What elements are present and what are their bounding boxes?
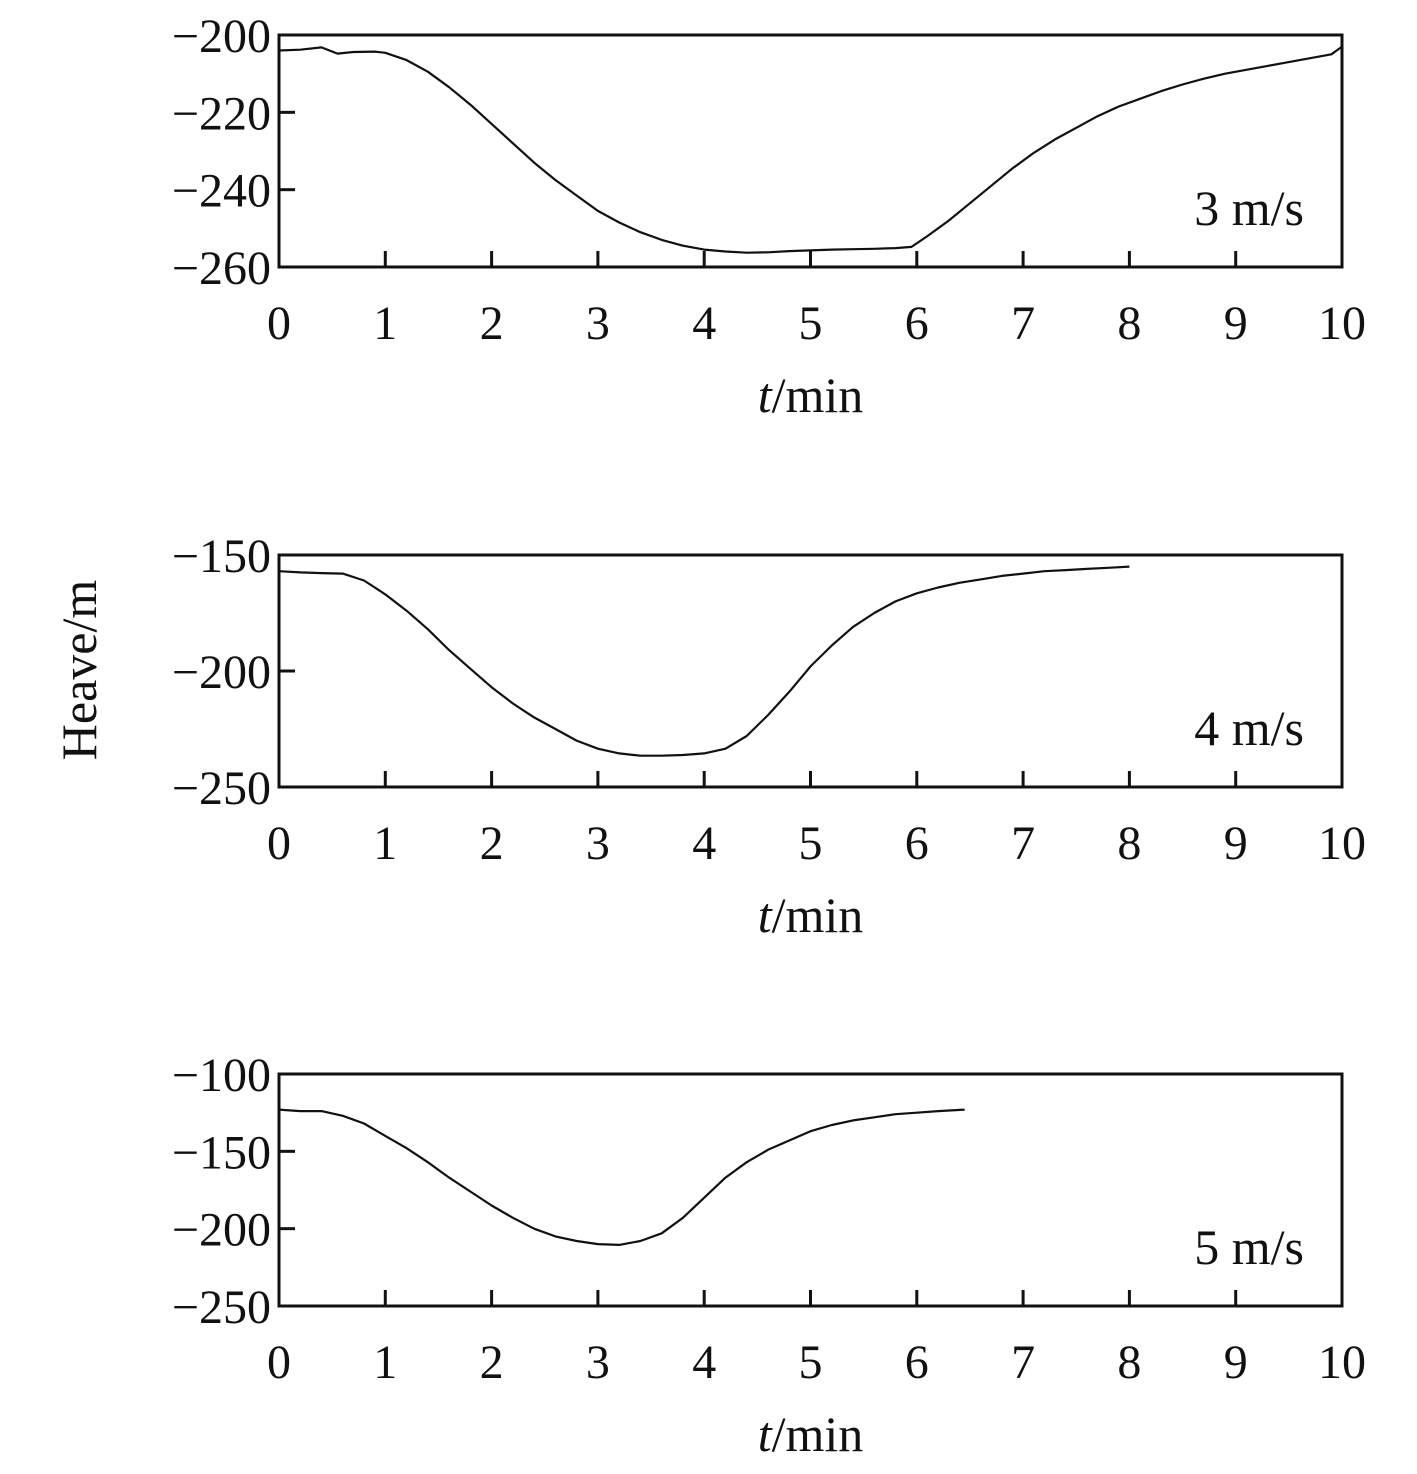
chart-panel-2: 0 1 2 3 4 5 6 7 8 9 10 −150 −200 −250 t/min 4 m/s	[172, 530, 1366, 943]
x-tick-label: 8	[1117, 297, 1141, 350]
x-axis-unit: /min	[772, 887, 864, 943]
x-axis-label: t/min	[758, 367, 864, 423]
y-tick-label: −200	[172, 646, 271, 699]
x-tick-label: 9	[1224, 297, 1248, 350]
x-tick-label: 9	[1224, 1336, 1248, 1389]
x-tick-label: 10	[1318, 817, 1366, 870]
plot-frame	[277, 553, 1344, 789]
speed-annotation: 3 m/s	[1194, 180, 1304, 236]
series-line	[278, 45, 1343, 254]
x-tick-label: 1	[373, 1336, 397, 1389]
y-tick-label: −200	[172, 1204, 271, 1257]
series-line	[278, 1108, 965, 1247]
x-tick-label: 3	[586, 297, 610, 350]
x-axis-label: t/min	[758, 1406, 864, 1462]
x-tick-label: 2	[480, 1336, 504, 1389]
x-tick-label: 5	[799, 1336, 823, 1389]
chart-panel-1: 0 1 2 3 4 5 6 7 8 9 10 −200 −220 −240 −260 t/min 3 m/s	[172, 10, 1366, 423]
plot-frame	[277, 33, 1344, 269]
y-tick-label: −260	[172, 242, 271, 295]
x-tick-label: 10	[1318, 1336, 1366, 1389]
x-tick-label: 1	[373, 817, 397, 870]
x-tick-label: 3	[586, 817, 610, 870]
x-tick-label: 7	[1011, 297, 1035, 350]
x-axis-unit: /min	[772, 367, 864, 423]
x-tick-label: 5	[799, 817, 823, 870]
x-tick-label: 2	[480, 297, 504, 350]
y-tick-label: −150	[172, 1126, 271, 1179]
x-tick-label: 4	[692, 817, 716, 870]
x-tick-label: 8	[1117, 817, 1141, 870]
x-tick-label: 6	[905, 817, 929, 870]
y-tick-label: −220	[172, 87, 271, 140]
x-tick-label: 8	[1117, 1336, 1141, 1389]
y-tick-label: −250	[172, 1281, 271, 1334]
x-tick-label: 6	[905, 1336, 929, 1389]
y-tick-label: −200	[172, 10, 271, 63]
x-tick-label: 0	[267, 817, 291, 870]
speed-annotation: 4 m/s	[1194, 700, 1304, 756]
x-axis-variable: t	[758, 1406, 773, 1462]
speed-annotation: 5 m/s	[1194, 1219, 1304, 1275]
x-tick-label: 0	[267, 297, 291, 350]
y-axis-label: Heave/m	[51, 580, 107, 761]
x-tick-label: 1	[373, 297, 397, 350]
y-tick-label: −150	[172, 530, 271, 583]
x-tick-label: 5	[799, 297, 823, 350]
x-axis-unit: /min	[772, 1406, 864, 1462]
x-tick-label: 2	[480, 817, 504, 870]
x-tick-label: 3	[586, 1336, 610, 1389]
x-axis-label: t/min	[758, 887, 864, 943]
x-tick-label: 6	[905, 297, 929, 350]
x-axis-variable: t	[758, 367, 773, 423]
y-tick-label: −100	[172, 1049, 271, 1102]
chart-panel-3: 0 1 2 3 4 5 6 7 8 9 10 −100 −150 −200 −250 t/min 5 m/s	[172, 1049, 1366, 1462]
x-tick-label: 4	[692, 1336, 716, 1389]
x-tick-label: 4	[692, 297, 716, 350]
x-axis-variable: t	[758, 887, 773, 943]
x-tick-label: 7	[1011, 817, 1035, 870]
y-tick-label: −250	[172, 762, 271, 815]
x-tick-label: 9	[1224, 817, 1248, 870]
plot-frame	[277, 1072, 1344, 1308]
y-tick-label: −240	[172, 165, 271, 218]
series-line	[278, 565, 1130, 757]
x-tick-label: 10	[1318, 297, 1366, 350]
x-tick-label: 7	[1011, 1336, 1035, 1389]
x-tick-label: 0	[267, 1336, 291, 1389]
